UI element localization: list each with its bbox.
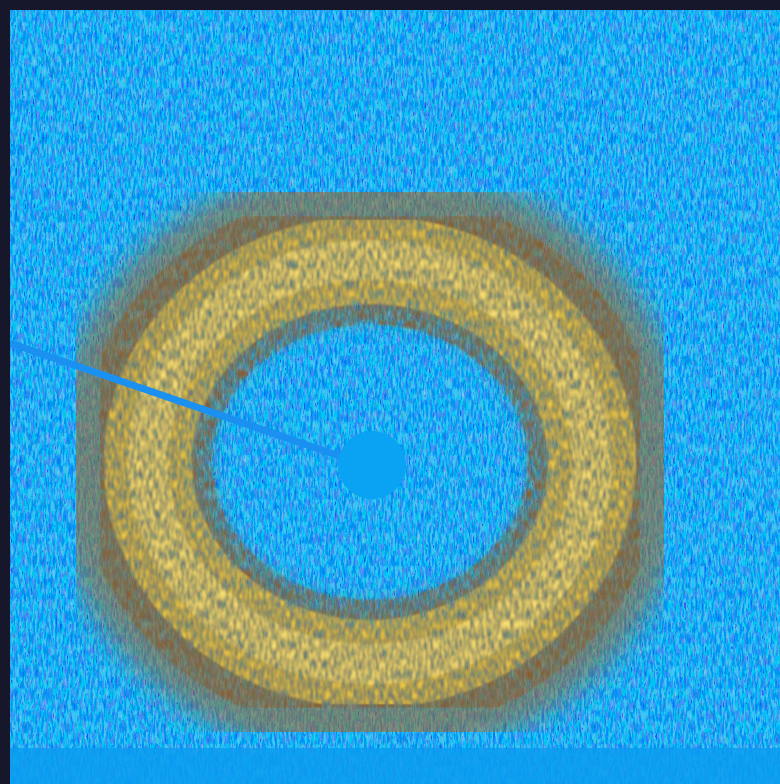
bottom-strip xyxy=(10,748,780,784)
page: (() => { const data = JSON.parse(documen… xyxy=(0,0,780,784)
beam-stop xyxy=(338,431,406,499)
diffraction-image xyxy=(0,0,780,784)
